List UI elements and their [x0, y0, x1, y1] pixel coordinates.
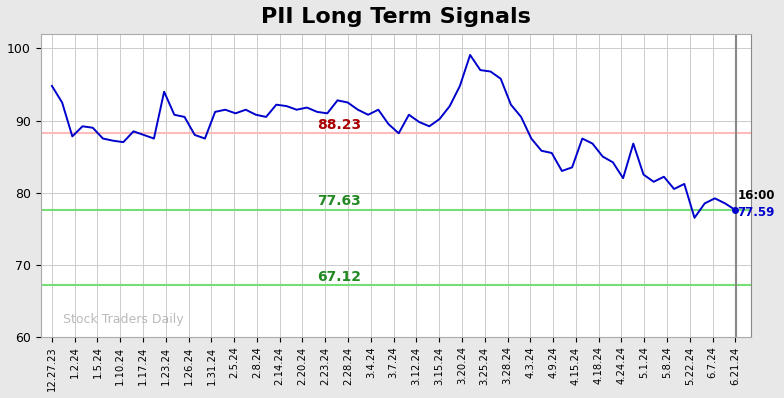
Text: Stock Traders Daily: Stock Traders Daily: [64, 313, 184, 326]
Text: 16:00: 16:00: [738, 189, 775, 202]
Text: 67.12: 67.12: [317, 270, 361, 284]
Text: 88.23: 88.23: [317, 118, 361, 132]
Title: PII Long Term Signals: PII Long Term Signals: [261, 7, 531, 27]
Text: 77.63: 77.63: [317, 194, 361, 208]
Text: 77.59: 77.59: [738, 206, 775, 219]
